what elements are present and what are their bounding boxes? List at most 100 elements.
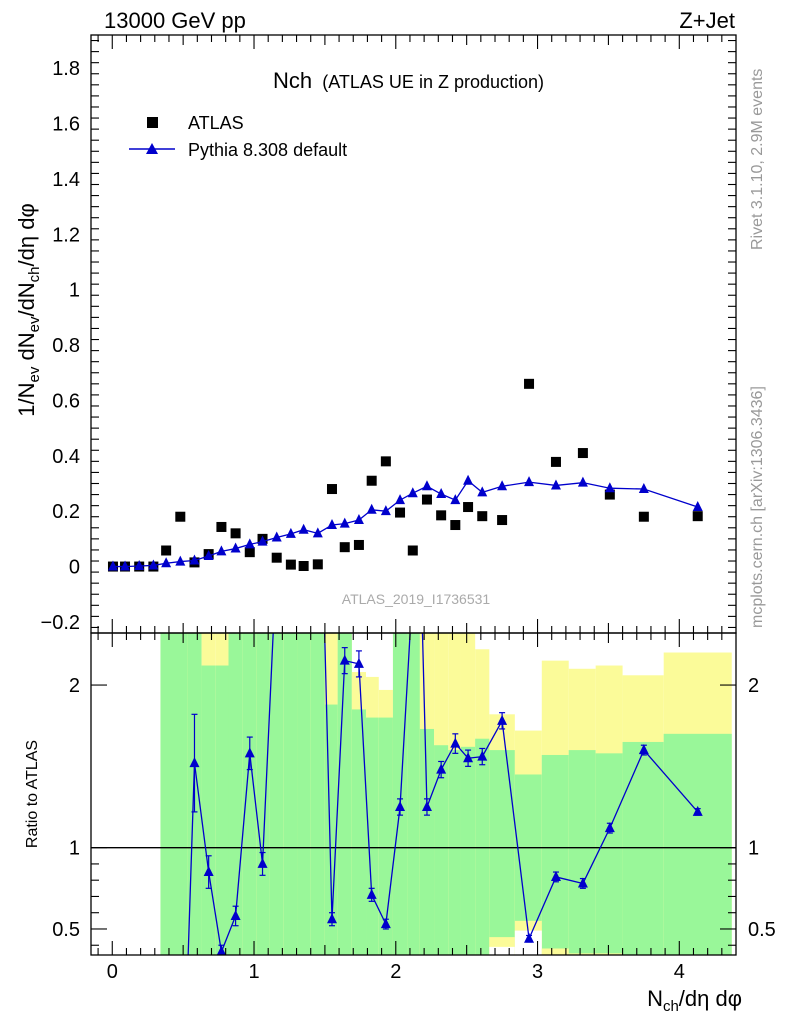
ratio-band-inner — [337, 633, 352, 955]
data-point — [161, 545, 172, 556]
ratio-band-inner — [351, 709, 367, 955]
ratio-band-inner — [434, 745, 449, 955]
legend-data-label: ATLAS — [188, 113, 244, 133]
data-point — [244, 547, 255, 558]
mc-point — [436, 488, 447, 499]
ratio-point — [257, 857, 268, 868]
ratio-plot-frame — [90, 632, 737, 956]
data-point — [298, 561, 309, 572]
legend: ATLAS Pythia 8.308 default — [129, 113, 347, 160]
ratio-y-tick-label: 0.5 — [52, 919, 80, 941]
ratio-point — [450, 737, 461, 748]
mc-point — [134, 560, 145, 571]
data-point — [395, 507, 406, 518]
rivet-version-label: Rivet 3.1.10, 2.9M events — [749, 69, 766, 250]
ratio-band-inner — [283, 633, 298, 955]
data-point — [463, 502, 474, 513]
ratio-y-tick-label-right: 2 — [748, 675, 759, 697]
mc-point — [312, 527, 323, 538]
main-y-axis-label: 1/Nev dNev/dNch/dη dφ — [14, 203, 43, 416]
ratio-band-inner — [160, 633, 188, 955]
ratio-band-inner — [475, 738, 490, 955]
energy-label: 13000 GeV pp — [104, 8, 246, 33]
mc-point — [524, 476, 535, 487]
x-tick-label: 4 — [674, 961, 685, 983]
ratio-band-outer — [595, 953, 623, 955]
mc-point — [189, 554, 200, 565]
ratio-band-inner — [310, 633, 325, 955]
mc-point — [638, 483, 649, 494]
ratio-band-inner — [242, 633, 257, 955]
main-plot-marks — [107, 378, 703, 572]
ratio-band-inner — [256, 633, 270, 955]
ratio-point — [692, 805, 703, 816]
data-point — [436, 510, 447, 521]
main-y-tick-label: 1.6 — [52, 114, 80, 136]
data-point — [407, 545, 418, 556]
data-point — [312, 559, 323, 570]
data-point — [638, 511, 649, 522]
ratio-band-inner — [460, 746, 476, 955]
ratio-point — [366, 888, 377, 899]
data-point — [550, 456, 561, 467]
ratio-point — [577, 877, 588, 888]
mc-point — [216, 545, 227, 556]
ratio-band-outer — [568, 953, 596, 955]
main-y-tick-label: 0.8 — [52, 335, 80, 357]
ratio-band-inner — [595, 753, 623, 955]
mc-point — [244, 538, 255, 549]
ratio-band-inner — [419, 728, 435, 955]
ratio-y-tick-label-right: 0.5 — [748, 919, 776, 941]
mc-point — [285, 527, 296, 538]
ratio-point — [353, 657, 364, 668]
ratio-point — [604, 822, 615, 833]
ratio-band-inner — [215, 665, 229, 955]
mc-point — [395, 494, 406, 505]
data-point — [380, 456, 391, 467]
ratio-point — [497, 714, 508, 725]
ratio-y-tick-label: 2 — [69, 675, 80, 697]
ratio-band-inner — [663, 733, 732, 955]
main-y-tick-label: 1.8 — [52, 58, 80, 80]
main-y-tick-label: 1 — [69, 280, 80, 302]
ratio-point — [230, 909, 241, 920]
ratio-band-inner — [448, 750, 461, 955]
data-point — [326, 484, 337, 495]
x-tick-label: 2 — [390, 961, 401, 983]
mc-point — [161, 557, 172, 568]
ratio-point — [326, 913, 337, 924]
main-y-tick-label: 0 — [69, 557, 80, 579]
x-tick-label: 0 — [107, 961, 118, 983]
data-point — [216, 521, 227, 532]
mc-point — [326, 519, 337, 530]
ratio-y-tick-label-right: 1 — [748, 838, 759, 860]
mc-point — [550, 479, 561, 490]
data-point — [450, 520, 461, 531]
main-y-tick-label: 0.6 — [52, 390, 80, 412]
ratio-point — [550, 870, 561, 881]
data-point — [692, 511, 703, 522]
data-point — [524, 378, 535, 389]
main-y-tick-label: 1.4 — [52, 169, 80, 191]
ratio-band-inner — [622, 741, 664, 955]
axes-ticks: 0 1 2 3 4 −0.2 0 0.2 0.4 0.6 0.8 1 1.2 1.4 1.6 1.8 0.5 0.… — [41, 35, 776, 983]
mc-point — [463, 474, 474, 485]
ratio-plot-marks — [187, 633, 703, 955]
ratio-band-inner — [541, 754, 569, 955]
ratio-band-inner — [407, 633, 420, 955]
mc-point — [692, 501, 703, 512]
ratio-band-outer — [541, 948, 569, 955]
ratio-band-gap — [489, 946, 515, 955]
ratio-point — [339, 654, 350, 665]
data-point — [285, 559, 296, 570]
mc-point — [298, 523, 309, 534]
ratio-point — [380, 918, 391, 929]
mc-point — [353, 514, 364, 525]
legend-mc-marker — [146, 143, 158, 154]
plot-title-main: Nch — [273, 68, 312, 93]
ratio-point — [463, 752, 474, 763]
main-y-tick-label: 0.4 — [52, 446, 80, 468]
analysis-watermark: ATLAS_2019_I1736531 — [342, 591, 491, 607]
main-y-tick-label: 0.2 — [52, 501, 80, 523]
